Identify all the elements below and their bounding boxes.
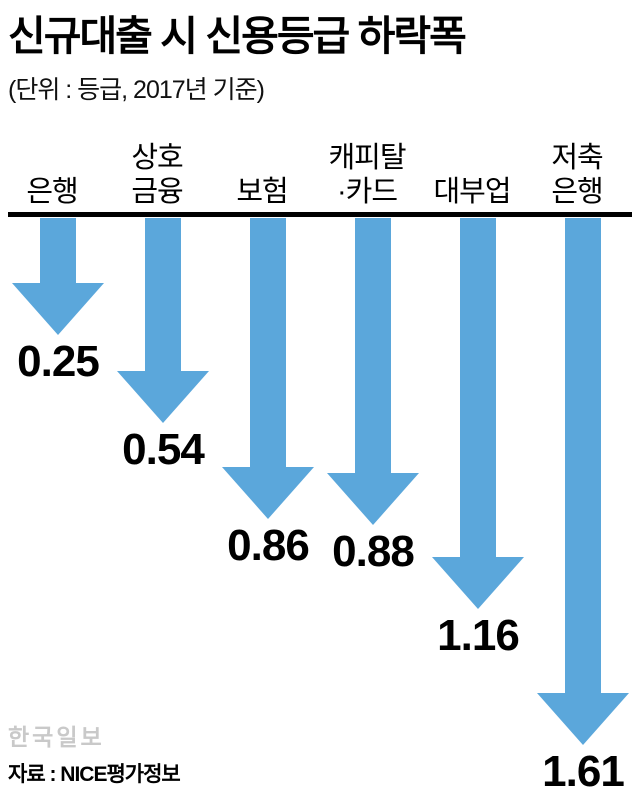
arrow-head <box>222 467 314 519</box>
category-label: 상호 금융 <box>131 142 183 208</box>
page-title: 신규대출 시 신용등급 하락폭 <box>8 13 467 59</box>
source-credit: 자료 : NICE평가정보 <box>8 763 181 786</box>
category-label: 보험 <box>236 176 288 208</box>
arrow-head <box>327 473 419 525</box>
arrow-head <box>537 693 629 745</box>
down-arrow <box>222 218 314 519</box>
category-label: 캐피탈 ·카드 <box>328 142 406 208</box>
down-arrow <box>432 218 524 609</box>
chart-baseline <box>8 212 632 217</box>
down-arrow <box>117 218 209 423</box>
down-arrow <box>537 218 629 745</box>
arrow-shaft <box>40 218 76 284</box>
value-label: 0.25 <box>17 337 100 386</box>
arrow-shaft <box>145 218 181 372</box>
value-label: 0.54 <box>122 425 205 474</box>
arrow-head <box>12 283 104 335</box>
arrow-head <box>432 557 524 609</box>
arrow-shaft <box>355 218 391 474</box>
value-label: 0.88 <box>332 527 415 576</box>
arrow-shaft <box>565 218 601 694</box>
category-label: 저축 은행 <box>551 142 603 208</box>
down-arrow <box>12 218 104 335</box>
value-label: 1.16 <box>437 611 520 660</box>
category-label: 은행 <box>26 176 78 208</box>
watermark: 한국일보 <box>8 724 105 750</box>
arrow-shaft <box>460 218 496 558</box>
value-label: 1.61 <box>542 747 625 794</box>
arrow-shaft <box>250 218 286 468</box>
value-label: 0.86 <box>227 521 310 570</box>
category-label: 대부업 <box>433 176 511 208</box>
arrow-head <box>117 371 209 423</box>
down-arrow <box>327 218 419 525</box>
unit-note: (단위 : 등급, 2017년 기준) <box>8 76 265 104</box>
